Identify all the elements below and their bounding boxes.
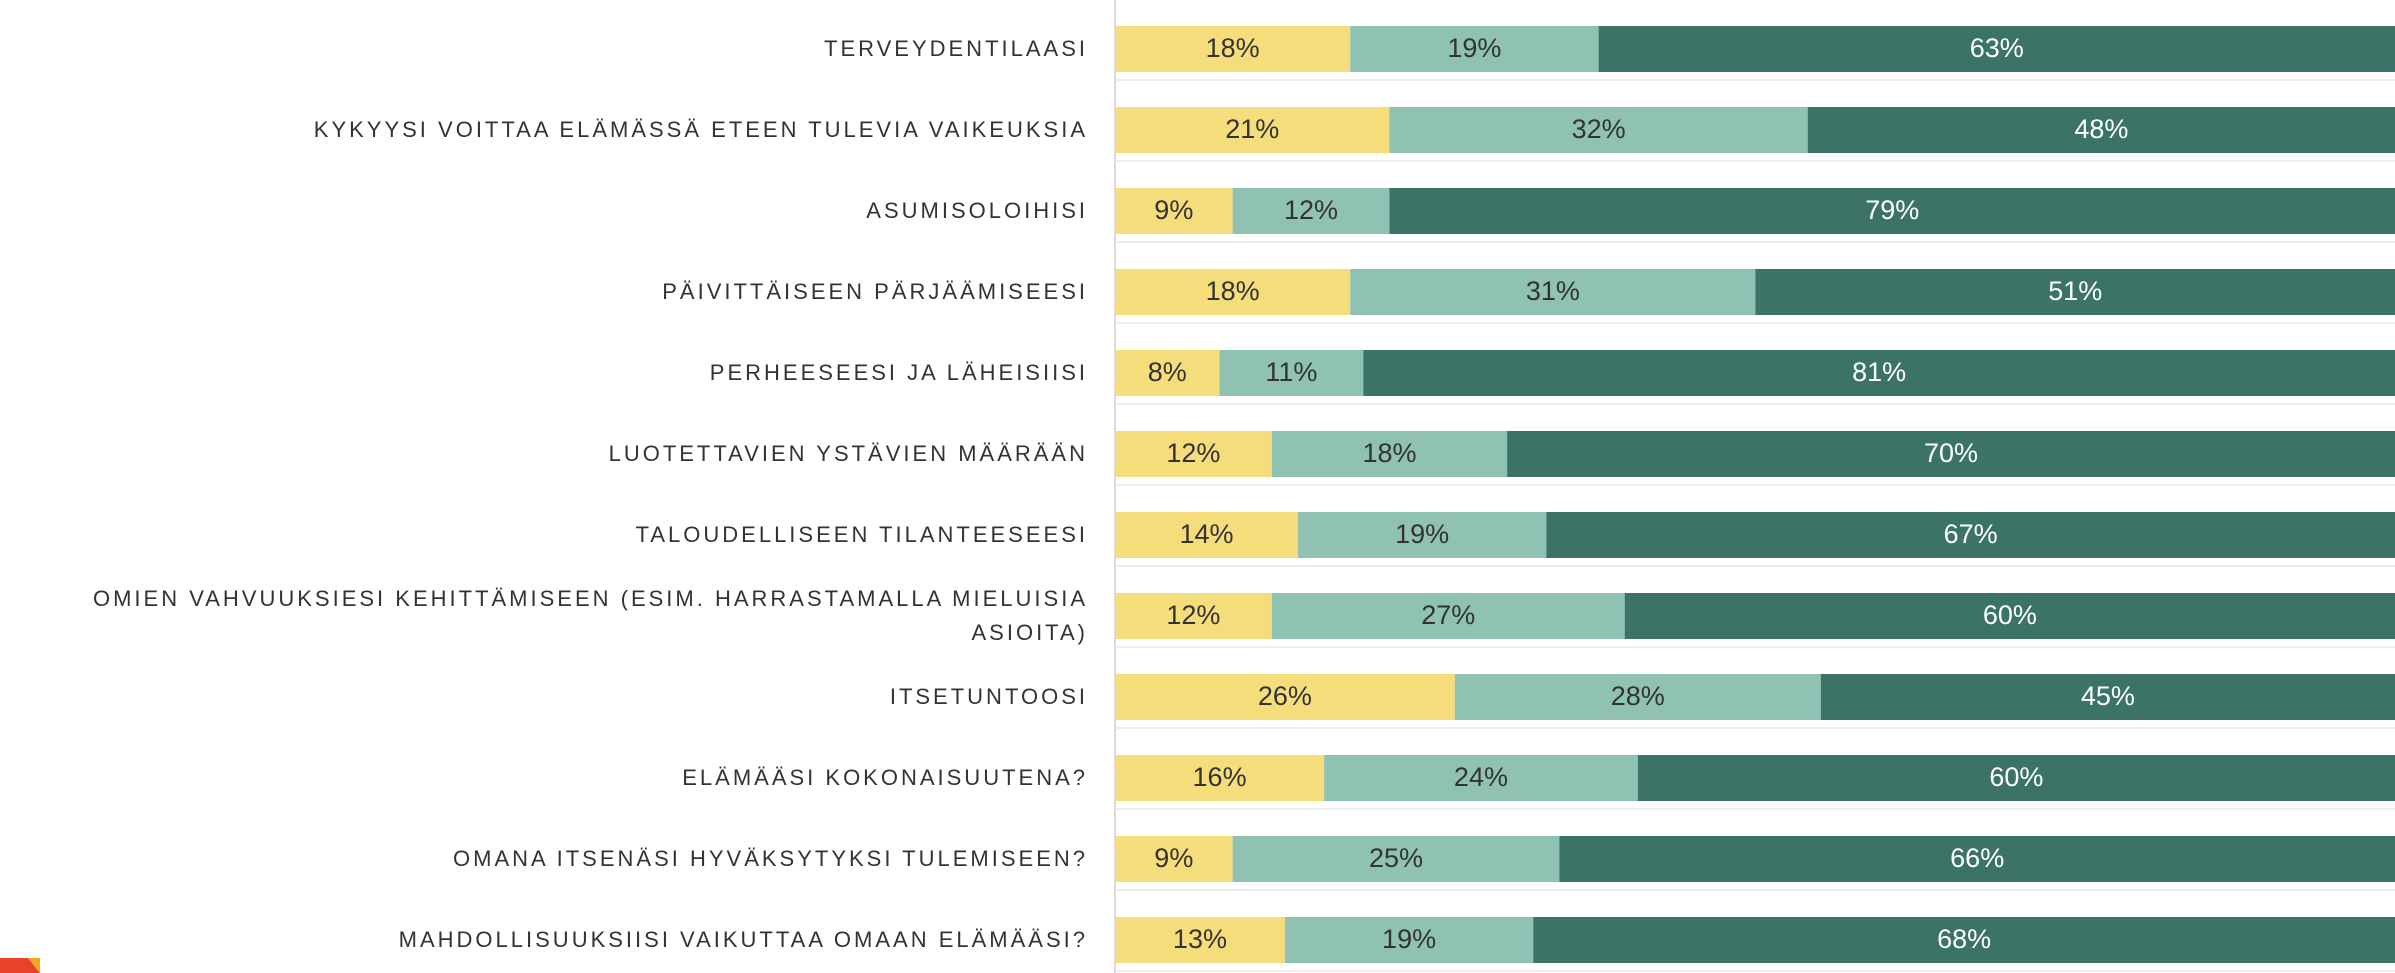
category-label: ITSETUNTOOSI (889, 684, 1088, 709)
category-label: KYKYYSI VOITTAA ELÄMÄSSÄ ETEEN TULEVIA V… (313, 117, 1088, 142)
value-label: 31% (1526, 276, 1580, 306)
bar-segment (1271, 593, 1625, 639)
bar-segment (1271, 431, 1508, 477)
bar-segment (1624, 593, 2395, 639)
value-label: 21% (1225, 114, 1279, 144)
value-label: 60% (1983, 600, 2037, 630)
category-label: PERHEESEESI JA LÄHEISIISI (709, 360, 1088, 385)
bar-segment (1115, 431, 1272, 477)
logo-accent (28, 958, 40, 973)
bar-segment (1115, 350, 1220, 396)
category-label: TERVEYDENTILAASI (824, 36, 1088, 61)
category-label: LUOTETTAVIEN YSTÄVIEN MÄÄRÄÄN (608, 441, 1088, 466)
value-label: 48% (2074, 114, 2128, 144)
category-label: TALOUDELLISEEN TILANTEESEESI (635, 522, 1088, 547)
bar-segment (1115, 107, 1390, 153)
value-label: 66% (1950, 843, 2004, 873)
bar-segment (1115, 836, 1233, 882)
value-label: 16% (1193, 762, 1247, 792)
bar-segment (1755, 269, 2395, 315)
bar-segment (1297, 512, 1547, 558)
value-label: 8% (1148, 357, 1187, 387)
bar-segment (1115, 188, 1233, 234)
category-label: OMIEN VAHVUUKSIESI KEHITTÄMISEEN (ESIM. … (92, 586, 1088, 645)
bar-segment (1820, 674, 2395, 720)
category-label: ELÄMÄÄSI KOKONAISUUTENA? (682, 765, 1088, 790)
bar-segment (1324, 755, 1638, 801)
value-label: 14% (1179, 519, 1233, 549)
value-label: 11% (1265, 357, 1317, 387)
bar-segment (1115, 269, 1351, 315)
value-label: 24% (1454, 762, 1508, 792)
bar-segment (1507, 431, 2395, 477)
value-label: 32% (1572, 114, 1626, 144)
value-label: 9% (1154, 843, 1193, 873)
value-label: 68% (1937, 924, 1991, 954)
bar-segment (1284, 917, 1534, 963)
value-label: 19% (1447, 33, 1501, 63)
value-label: 27% (1421, 600, 1475, 630)
value-label: 25% (1369, 843, 1423, 873)
value-label: 9% (1154, 195, 1193, 225)
bar-segment (1350, 269, 1756, 315)
bar-segment (1115, 26, 1351, 72)
value-label: 19% (1382, 924, 1436, 954)
value-label: 51% (2048, 276, 2102, 306)
value-label: 60% (1989, 762, 2043, 792)
bar-segment (1598, 26, 2395, 72)
category-label: MAHDOLLISUUKSIISI VAIKUTTAA OMAAN ELÄMÄÄ… (398, 927, 1088, 952)
bar-segment (1559, 836, 2395, 882)
value-label: 12% (1166, 600, 1220, 630)
bar-segment (1115, 674, 1455, 720)
bar-segment (1350, 26, 1599, 72)
bar-segment (1807, 107, 2395, 153)
bar-segment (1533, 917, 2395, 963)
value-label: 67% (1944, 519, 1998, 549)
value-label: 18% (1206, 33, 1260, 63)
bar-segment (1389, 188, 2395, 234)
value-label: 18% (1206, 276, 1260, 306)
category-label: PÄIVITTÄISEEN PÄRJÄÄMISEESI (662, 279, 1088, 304)
logo (0, 958, 40, 973)
bar-segment (1232, 836, 1560, 882)
bar-segment (1115, 593, 1272, 639)
value-label: 70% (1924, 438, 1978, 468)
value-label: 12% (1166, 438, 1220, 468)
bar-segment (1546, 512, 2395, 558)
bar-segment (1454, 674, 1821, 720)
value-label: 13% (1173, 924, 1227, 954)
category-label: OMANA ITSENÄSI HYVÄKSYTYKSI TULEMISEEN? (453, 846, 1088, 871)
category-label: ASUMISOLOIHISI (866, 198, 1088, 223)
bar-segment (1363, 350, 2395, 396)
bar-segment (1232, 188, 1390, 234)
bar-segment (1115, 512, 1298, 558)
value-label: 28% (1611, 681, 1665, 711)
bar-segment (1637, 755, 2395, 801)
bar-segment (1389, 107, 1808, 153)
bar-segment (1115, 755, 1325, 801)
bar-segment (1115, 917, 1285, 963)
value-label: 45% (2081, 681, 2135, 711)
value-label: 12% (1284, 195, 1338, 225)
value-label: 18% (1362, 438, 1416, 468)
value-label: 79% (1865, 195, 1919, 225)
value-label: 26% (1258, 681, 1312, 711)
value-label: 81% (1852, 357, 1906, 387)
value-label: 63% (1970, 33, 2024, 63)
bar-segment (1219, 350, 1364, 396)
value-label: 19% (1395, 519, 1449, 549)
